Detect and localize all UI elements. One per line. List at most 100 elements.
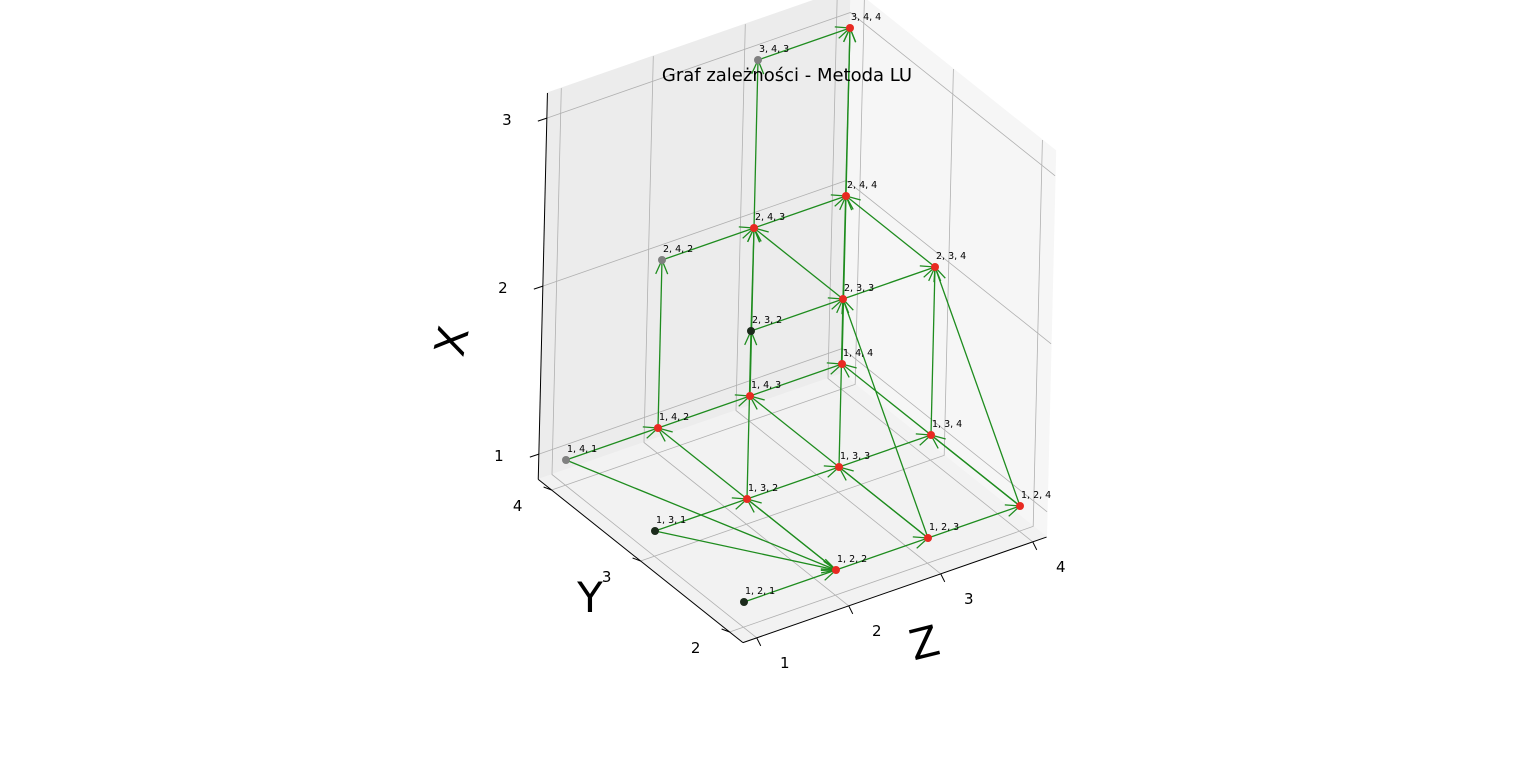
data-point xyxy=(927,431,935,439)
edge-line xyxy=(934,266,1021,507)
edge-line xyxy=(835,537,929,571)
data-point xyxy=(740,598,748,606)
edge-line xyxy=(842,266,936,300)
data-point xyxy=(846,24,854,32)
data-point xyxy=(754,56,762,64)
point-label: 1, 4, 2 xyxy=(659,412,689,423)
edge-line xyxy=(757,27,851,61)
point-label: 2, 4, 4 xyxy=(847,180,877,191)
point-label: 2, 3, 3 xyxy=(844,283,874,294)
edge-line xyxy=(753,195,847,229)
edge-line xyxy=(842,298,929,539)
grid-line-z xyxy=(643,56,850,607)
edge-line xyxy=(930,266,936,436)
data-point xyxy=(651,527,659,535)
point-label: 2, 4, 3 xyxy=(755,212,785,223)
point-label: 1, 2, 3 xyxy=(929,522,959,533)
tick-mark-y xyxy=(543,486,552,491)
tick-mark-z xyxy=(756,637,762,647)
edge-line xyxy=(750,227,755,332)
tick-mark-z xyxy=(1032,541,1038,551)
edge-line xyxy=(845,195,936,268)
data-point xyxy=(924,534,932,542)
tick-label-x: 1 xyxy=(494,447,504,465)
point-label: 2, 3, 2 xyxy=(752,315,782,326)
edge-line xyxy=(842,27,851,300)
edge-line xyxy=(565,427,659,461)
data-point xyxy=(654,424,662,432)
tick-mark-z xyxy=(848,605,854,615)
edge-line xyxy=(753,59,759,229)
chart-title: Graf zależności - Metoda LU xyxy=(662,65,912,86)
data-point xyxy=(931,263,939,271)
axis-label-x: X xyxy=(425,322,479,360)
tick-label-z: 4 xyxy=(1056,558,1066,576)
edge-line xyxy=(657,259,663,429)
point-label: 3, 4, 4 xyxy=(851,12,881,23)
axes-panes xyxy=(537,0,1057,644)
point-label: 1, 4, 1 xyxy=(567,444,597,455)
tick-labels: 1 2 3 4 2 3 4 1 2 3 xyxy=(494,111,1065,672)
tick-label-y: 2 xyxy=(691,639,701,657)
grid-line-z xyxy=(551,88,758,639)
grid-line-z xyxy=(735,24,942,575)
axis-label-z: Z xyxy=(905,616,945,671)
point-label: 1, 3, 3 xyxy=(840,451,870,462)
edge-line xyxy=(746,466,840,500)
data-point xyxy=(1016,502,1024,510)
data-points xyxy=(562,24,1024,606)
point-label: 1, 4, 3 xyxy=(751,380,781,391)
edge-line xyxy=(749,363,843,397)
edge-line xyxy=(565,459,837,571)
grid-line-y xyxy=(551,0,865,491)
point-label: 1, 4, 4 xyxy=(843,348,873,359)
axis-label-y: Y xyxy=(576,573,603,622)
point-labels: 1, 2, 1 1, 3, 1 1, 4, 1 1, 2, 2 1, 3, 2 1, 4,… xyxy=(567,12,1051,597)
data-point xyxy=(832,566,840,574)
point-label: 1, 3, 4 xyxy=(932,419,962,430)
grid-line-y xyxy=(729,139,1043,633)
grid-line-z xyxy=(827,0,1034,543)
point-label: 1, 3, 1 xyxy=(656,515,686,526)
edge-line xyxy=(657,395,751,429)
tick-label-z: 3 xyxy=(964,590,974,608)
tick-label-y: 4 xyxy=(513,497,523,515)
data-point xyxy=(835,463,843,471)
data-point xyxy=(839,295,847,303)
tick-mark-x xyxy=(537,117,548,122)
data-point xyxy=(562,456,570,464)
data-point xyxy=(746,392,754,400)
data-point xyxy=(750,224,758,232)
point-label: 1, 2, 4 xyxy=(1021,490,1051,501)
grid-lines xyxy=(538,0,1056,639)
tick-label-z: 1 xyxy=(780,654,790,672)
edge-line xyxy=(661,227,755,261)
data-point xyxy=(842,192,850,200)
point-label: 1, 2, 1 xyxy=(745,586,775,597)
point-label: 3, 4, 3 xyxy=(759,44,789,55)
data-point xyxy=(838,360,846,368)
point-label: 1, 2, 2 xyxy=(837,554,867,565)
tick-mark-y xyxy=(632,557,641,562)
tick-label-x: 3 xyxy=(502,111,512,129)
edge-line xyxy=(838,434,932,468)
data-point xyxy=(747,327,755,335)
tick-label-z: 2 xyxy=(872,622,882,640)
tick-label-y: 3 xyxy=(602,568,612,586)
edge-line xyxy=(654,530,837,571)
edge-line xyxy=(927,505,1021,539)
tick-mark-y xyxy=(721,628,730,633)
axis-line-z xyxy=(742,536,1047,644)
data-point xyxy=(743,495,751,503)
point-label: 2, 3, 4 xyxy=(936,251,966,262)
grid-line-y xyxy=(640,68,954,562)
point-label: 1, 3, 2 xyxy=(748,483,778,494)
edge-line xyxy=(753,227,844,300)
tick-label-x: 2 xyxy=(498,279,508,297)
tick-mark-z xyxy=(940,573,946,583)
edge-line xyxy=(750,298,844,332)
grid-line-x xyxy=(546,12,1056,177)
tick-mark-x xyxy=(529,453,540,458)
data-point xyxy=(658,256,666,264)
